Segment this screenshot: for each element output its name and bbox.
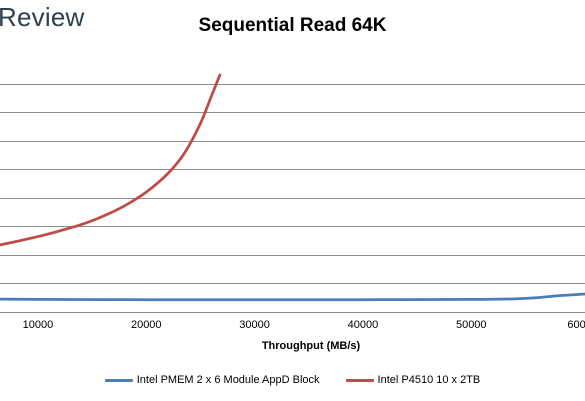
legend-swatch-pmem (104, 378, 133, 382)
legend: Intel PMEM 2 x 6 Module AppD Block Intel… (0, 372, 585, 388)
legend-label-pmem: Intel PMEM 2 x 6 Module AppD Block (136, 374, 320, 386)
legend-item-p4510: Intel P4510 10 x 2TB (345, 374, 481, 386)
x-tick-labels: 10000 20000 30000 40000 50000 6000 (23, 319, 585, 331)
legend-swatch-p4510 (345, 378, 374, 382)
series-lines (0, 73, 585, 302)
grid-lines (0, 84, 585, 313)
x-tick-label: 40000 (348, 319, 379, 331)
series-line-pmem (0, 292, 585, 302)
x-tick-label: 50000 (456, 319, 487, 331)
legend-item-pmem: Intel PMEM 2 x 6 Module AppD Block (104, 374, 320, 386)
chart-title: Sequential Read 64K (198, 15, 387, 36)
x-tick-label: 30000 (239, 319, 270, 331)
x-tick-label: 6000 (567, 319, 585, 331)
legend-label-p4510: Intel P4510 10 x 2TB (377, 374, 481, 386)
x-tick-label: 10000 (23, 319, 54, 331)
x-tick-label: 20000 (131, 319, 162, 331)
site-watermark: Review (0, 2, 85, 32)
series-line-p4510 (0, 73, 222, 247)
x-axis-title: Throughput (MB/s) (262, 340, 361, 352)
